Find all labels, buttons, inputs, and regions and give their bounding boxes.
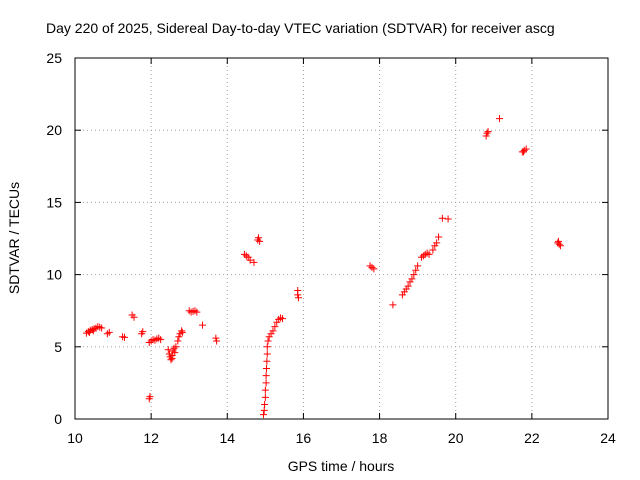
x-tick-label: 12 bbox=[143, 430, 159, 446]
data-point bbox=[263, 350, 271, 358]
data-point bbox=[263, 357, 271, 365]
data-point bbox=[412, 266, 420, 274]
data-point bbox=[242, 252, 250, 260]
data-point bbox=[199, 321, 207, 329]
data-point bbox=[484, 128, 492, 136]
data-point bbox=[404, 282, 412, 290]
data-point bbox=[139, 328, 147, 336]
data-point bbox=[429, 246, 437, 254]
data-point bbox=[96, 323, 104, 331]
data-point bbox=[255, 234, 263, 242]
data-point bbox=[103, 330, 111, 338]
data-point bbox=[368, 263, 376, 271]
y-tick-label: 10 bbox=[46, 267, 62, 283]
data-point bbox=[519, 148, 527, 156]
data-point bbox=[164, 346, 172, 354]
y-tick-label: 0 bbox=[54, 411, 62, 427]
data-point bbox=[157, 336, 165, 344]
data-point bbox=[130, 313, 138, 321]
data-point bbox=[271, 323, 279, 331]
data-point bbox=[555, 240, 563, 248]
data-point bbox=[89, 327, 97, 335]
data-point bbox=[482, 132, 490, 140]
data-point bbox=[178, 328, 186, 336]
data-point bbox=[277, 314, 285, 322]
data-point bbox=[171, 349, 179, 357]
data-point bbox=[120, 333, 128, 341]
data-point bbox=[263, 343, 271, 351]
data-point bbox=[262, 364, 270, 372]
data-point bbox=[410, 271, 418, 279]
data-point bbox=[174, 337, 182, 345]
data-point bbox=[389, 301, 397, 309]
x-tick-label: 22 bbox=[524, 430, 540, 446]
data-point bbox=[98, 324, 106, 332]
data-point bbox=[246, 256, 254, 264]
data-point bbox=[554, 239, 562, 247]
data-point bbox=[264, 337, 272, 345]
data-point bbox=[269, 327, 277, 335]
data-point bbox=[438, 214, 446, 222]
data-point bbox=[408, 275, 416, 283]
data-point bbox=[278, 315, 286, 323]
x-axis-label: GPS time / hours bbox=[288, 458, 395, 474]
data-point bbox=[435, 233, 443, 241]
x-tick-label: 24 bbox=[600, 430, 616, 446]
plot-frame bbox=[74, 57, 609, 420]
data-point bbox=[85, 328, 93, 336]
axis-ticks: 10 12 14 16 18 20 22 24 0 5 10 15 20 25 bbox=[46, 50, 616, 446]
data-point bbox=[256, 237, 264, 245]
y-tick-label: 15 bbox=[46, 194, 62, 210]
data-point bbox=[520, 146, 528, 154]
data-point bbox=[250, 258, 258, 266]
data-point bbox=[193, 308, 201, 316]
y-tick-label: 25 bbox=[46, 50, 62, 66]
y-tick-label: 20 bbox=[46, 122, 62, 138]
grid-lines bbox=[75, 58, 608, 419]
data-point bbox=[172, 343, 180, 351]
data-point bbox=[105, 328, 113, 336]
data-point bbox=[414, 262, 422, 270]
data-point bbox=[294, 286, 302, 294]
data-point bbox=[433, 239, 441, 247]
data-point bbox=[444, 215, 452, 223]
y-tick-label: 5 bbox=[54, 339, 62, 355]
x-tick-label: 14 bbox=[219, 430, 235, 446]
data-point bbox=[425, 250, 433, 258]
data-point bbox=[212, 334, 220, 342]
data-point bbox=[119, 333, 127, 341]
data-point bbox=[167, 356, 175, 364]
data-point bbox=[175, 333, 183, 341]
data-point bbox=[261, 393, 269, 401]
data-point bbox=[168, 354, 176, 362]
x-tick-label: 16 bbox=[296, 430, 312, 446]
data-point bbox=[261, 401, 269, 409]
x-tick-label: 10 bbox=[67, 430, 83, 446]
data-point bbox=[262, 372, 270, 380]
x-tick-label: 20 bbox=[448, 430, 464, 446]
data-point bbox=[178, 327, 186, 335]
chart-title: Day 220 of 2025, Sidereal Day-to-day VTE… bbox=[46, 20, 555, 36]
data-points bbox=[82, 115, 564, 419]
data-point bbox=[189, 307, 197, 315]
data-point bbox=[294, 294, 302, 302]
data-point bbox=[213, 337, 221, 345]
data-point bbox=[555, 237, 563, 245]
data-point bbox=[259, 411, 267, 419]
y-axis-label: SDTVAR / TECUs bbox=[6, 182, 22, 294]
data-point bbox=[146, 393, 154, 401]
data-point bbox=[191, 307, 199, 315]
x-tick-label: 18 bbox=[372, 430, 388, 446]
data-point bbox=[370, 265, 378, 273]
data-point bbox=[495, 115, 503, 123]
data-point bbox=[262, 379, 270, 387]
data-point bbox=[261, 386, 269, 394]
data-point bbox=[483, 129, 491, 137]
